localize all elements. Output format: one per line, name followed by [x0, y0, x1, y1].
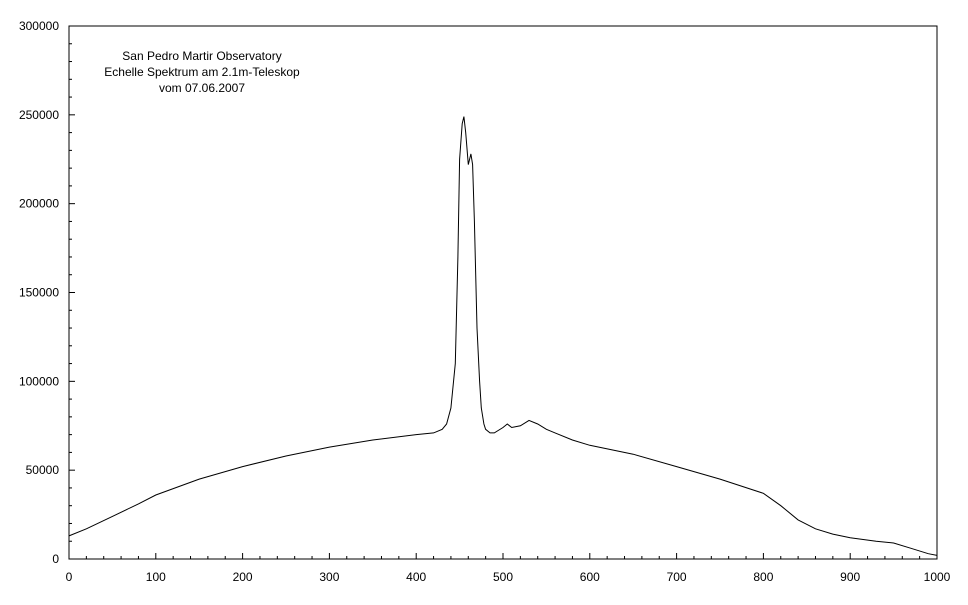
x-tick-label: 0	[66, 570, 73, 584]
y-tick-label: 250000	[19, 108, 59, 122]
y-tick-label: 0	[52, 552, 59, 566]
title-line-3: vom 07.06.2007	[159, 81, 245, 95]
x-tick-label: 400	[406, 570, 426, 584]
x-tick-label: 700	[667, 570, 687, 584]
chart-title: San Pedro Martir Observatory Echelle Spe…	[104, 49, 300, 95]
x-tick-label: 800	[753, 570, 773, 584]
spectrum-line	[68, 116, 938, 556]
x-tick-label: 200	[233, 570, 253, 584]
y-tick-label: 150000	[19, 286, 59, 300]
y-tick-label: 300000	[19, 19, 59, 33]
x-tick-label: 100	[146, 570, 166, 584]
x-tick-label: 300	[319, 570, 339, 584]
x-axis: 0 100 200 300 400 500 600 700 800 900 1000	[66, 553, 951, 584]
y-tick-label: 100000	[19, 374, 59, 388]
x-tick-label: 500	[493, 570, 513, 584]
title-line-2: Echelle Spektrum am 2.1m-Teleskop	[104, 65, 300, 79]
y-tick-label: 50000	[26, 463, 60, 477]
y-tick-label: 200000	[19, 197, 59, 211]
y-axis: 0 50000 100000 150000 200000 250000 300000	[19, 19, 75, 566]
x-tick-label: 900	[840, 570, 860, 584]
title-line-1: San Pedro Martir Observatory	[122, 49, 281, 63]
x-tick-label: 600	[580, 570, 600, 584]
x-tick-label: 1000	[924, 570, 951, 584]
